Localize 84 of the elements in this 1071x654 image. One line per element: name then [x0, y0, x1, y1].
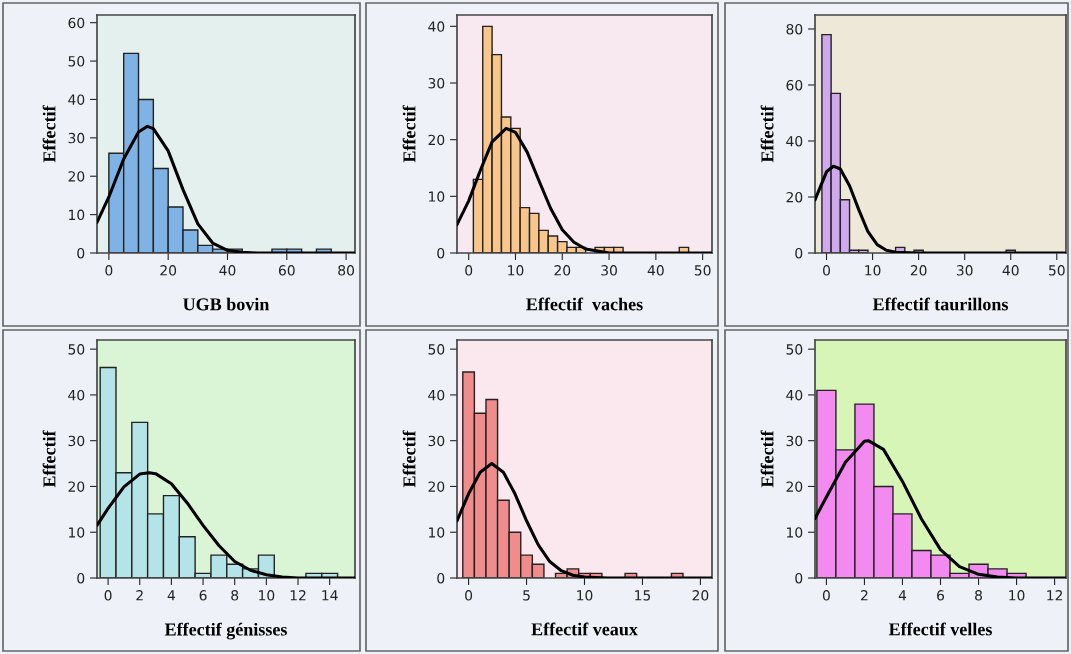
y-tick-label: 30: [68, 132, 85, 144]
x-tick-label: 4: [898, 590, 907, 601]
x-tick-label: 50: [1049, 265, 1065, 276]
y-tick-label: 0: [437, 247, 445, 259]
x-tick-label: 8: [231, 590, 239, 601]
y-tick-label: 40: [786, 389, 803, 401]
y-tick-label: 40: [786, 135, 803, 147]
x-tick-label: 12: [1047, 590, 1063, 601]
y-axis-title: Effectif: [42, 430, 56, 488]
x-tick-label: 0: [465, 590, 473, 601]
x-tick-label: 0: [465, 265, 473, 276]
y-tick-label: 50: [68, 344, 85, 355]
x-tick-label: 2: [136, 590, 143, 601]
x-tick-label: 8: [975, 590, 982, 601]
y-tick-label: 30: [68, 435, 85, 447]
y-axis-title: Effectif: [402, 430, 416, 488]
x-tick-label: 10: [508, 265, 524, 276]
y-tick-label: 80: [786, 23, 803, 35]
x-axis-title: Effectif taurillons: [872, 297, 1009, 311]
y-tick-label: 10: [429, 527, 445, 538]
x-tick-label: 20: [910, 265, 927, 276]
x-axis-title: Effectif génisses: [164, 622, 287, 640]
y-tick-label: 0: [77, 572, 85, 584]
x-tick-label: 0: [104, 590, 112, 601]
x-tick-label: 10: [577, 590, 593, 601]
x-tick-label: 10: [259, 590, 275, 601]
y-tick-label: 40: [68, 389, 85, 401]
x-tick-label: 50: [694, 265, 711, 276]
x-tick-label: 30: [601, 265, 617, 276]
x-tick-label: 5: [523, 590, 530, 601]
y-tick-label: 20: [428, 134, 445, 146]
y-tick-label: 50: [428, 344, 445, 355]
x-tick-label: 14: [322, 590, 338, 601]
y-tick-label: 30: [428, 435, 445, 447]
x-tick-label: 40: [647, 265, 664, 276]
x-tick-label: 0: [822, 590, 830, 601]
x-tick-label: 4: [167, 590, 176, 601]
x-tick-label: 30: [956, 265, 973, 276]
y-tick-label: 40: [428, 389, 445, 401]
y-tick-label: 60: [68, 17, 85, 29]
x-tick-label: 20: [692, 590, 709, 601]
y-tick-label: 30: [786, 435, 803, 447]
y-axis-title: Effectif: [760, 430, 774, 488]
y-tick-label: 50: [786, 344, 803, 355]
y-tick-label: 20: [786, 481, 803, 492]
x-tick-label: 40: [219, 265, 236, 276]
x-tick-label: 10: [865, 265, 881, 276]
x-tick-label: 20: [554, 265, 571, 276]
y-tick-label: 60: [786, 79, 803, 91]
x-axis-title: Effectif veaux: [531, 622, 638, 636]
y-tick-label: 0: [795, 247, 803, 259]
y-tick-label: 40: [428, 21, 445, 32]
x-tick-label: 80: [338, 265, 355, 276]
y-axis-title: Effectif: [402, 105, 416, 163]
x-axis-title: Effectif vaches: [526, 297, 643, 311]
y-tick-label: 0: [77, 247, 85, 259]
y-tick-label: 10: [429, 191, 445, 202]
y-tick-label: 10: [787, 527, 803, 538]
x-tick-label: 15: [635, 590, 651, 601]
x-tick-label: 2: [861, 590, 868, 601]
x-axis-title: Effectif velles: [888, 622, 992, 636]
x-tick-label: 10: [1009, 590, 1025, 601]
y-tick-label: 20: [786, 191, 803, 203]
y-tick-label: 50: [68, 56, 85, 67]
y-axis-title: Effectif: [760, 105, 774, 163]
y-tick-label: 20: [428, 481, 445, 492]
y-tick-label: 10: [69, 209, 85, 221]
x-tick-label: 60: [278, 265, 295, 276]
y-tick-label: 40: [68, 94, 85, 105]
y-tick-label: 10: [69, 527, 85, 538]
y-tick-label: 20: [68, 171, 85, 182]
x-tick-label: 0: [105, 265, 113, 276]
x-tick-label: 6: [199, 590, 207, 601]
y-tick-label: 0: [795, 572, 803, 584]
y-tick-label: 0: [437, 572, 445, 584]
x-tick-label: 6: [937, 590, 945, 601]
y-tick-label: 30: [428, 77, 445, 89]
x-axis-title: UGB bovin: [183, 297, 270, 311]
x-tick-label: 20: [160, 265, 177, 276]
x-tick-label: 0: [823, 265, 831, 276]
y-axis-title: Effectif: [42, 105, 56, 163]
x-tick-label: 40: [1002, 265, 1019, 276]
x-tick-label: 12: [290, 590, 306, 601]
y-tick-label: 20: [68, 481, 85, 492]
